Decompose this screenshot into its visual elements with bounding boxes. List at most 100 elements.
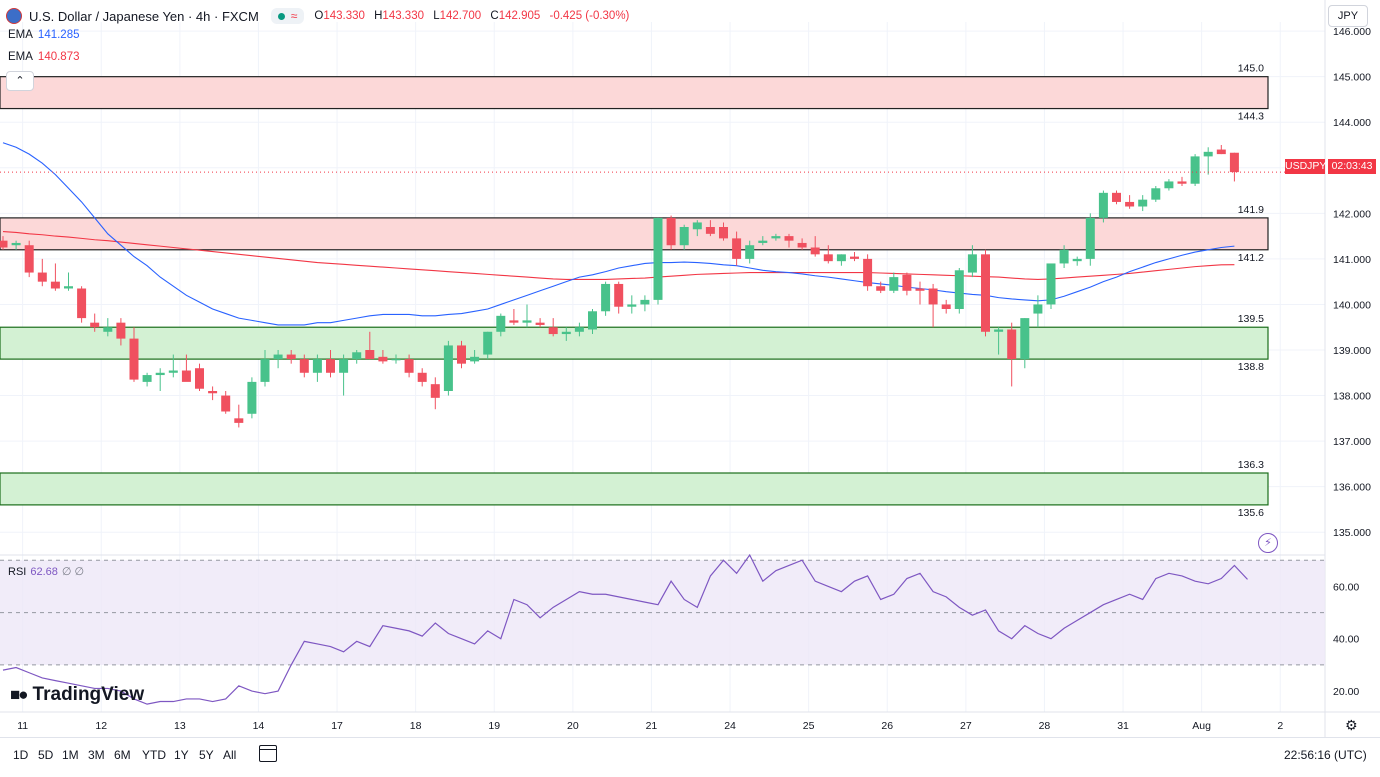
candle-up — [352, 352, 362, 360]
candle-down — [234, 418, 244, 423]
price-axis-label: 146.000 — [1333, 26, 1371, 38]
time-axis-label: 14 — [253, 720, 265, 732]
zone-label-low: 141.2 — [1238, 252, 1264, 264]
candle-up — [954, 270, 964, 309]
price-axis-label: 137.000 — [1333, 436, 1371, 448]
currency-selector[interactable]: JPY — [1328, 5, 1368, 27]
candle-down — [116, 322, 126, 339]
rsi-band-fill — [0, 560, 1325, 665]
candle-up — [443, 345, 453, 391]
rsi-value: 62.68 — [30, 566, 58, 578]
candle-down — [535, 322, 545, 325]
candle-up — [273, 354, 283, 360]
candle-down — [548, 327, 558, 335]
time-axis-label: 18 — [410, 720, 422, 732]
candle-up — [1164, 181, 1174, 189]
candle-down — [457, 345, 466, 364]
usd-flag-icon — [6, 8, 22, 24]
candle-up — [1151, 188, 1161, 200]
zone-label-high: 136.3 — [1238, 459, 1264, 471]
rsi-axis-label: 20.00 — [1333, 686, 1359, 698]
ohlc-open-value: 143.330 — [323, 10, 365, 22]
candle-down — [810, 247, 820, 255]
price-axis-label: 139.000 — [1333, 345, 1371, 357]
candle-down — [941, 304, 951, 309]
candle-up — [1020, 318, 1030, 360]
candle-up — [312, 359, 322, 373]
timeframe-1d[interactable]: 1D — [13, 748, 29, 762]
clock-readout[interactable]: 22:56:16 (UTC) — [1284, 748, 1367, 762]
price-axis-label: 144.000 — [1333, 117, 1371, 129]
candle-down — [902, 274, 912, 291]
candle-up — [1138, 199, 1148, 207]
candle-down — [0, 240, 8, 248]
candle-down — [299, 359, 309, 373]
timeframe-5d[interactable]: 5D — [38, 748, 54, 762]
time-axis-label: 24 — [724, 720, 736, 732]
candle-down — [37, 272, 47, 282]
timeframe-6m[interactable]: 6M — [114, 748, 131, 762]
ema-slow-legend[interactable]: EMA 140.873 — [8, 51, 80, 63]
candle-down — [915, 288, 925, 291]
candle-down — [850, 256, 859, 259]
candle-down — [666, 217, 676, 246]
zone-resistance — [0, 217, 1269, 251]
ema-fast-value: 141.285 — [37, 29, 80, 41]
candle-up — [470, 356, 480, 362]
time-axis-label: 11 — [17, 720, 28, 732]
candle-up — [771, 236, 781, 239]
zone-resistance — [0, 76, 1269, 110]
timeframe-5y[interactable]: 5Y — [199, 748, 214, 762]
candle-up — [496, 315, 506, 332]
market-status-pill[interactable]: ≈ — [270, 8, 305, 24]
candle-down — [77, 288, 87, 319]
price-axis-label: 136.000 — [1333, 482, 1371, 494]
timeframe-1m[interactable]: 1M — [62, 748, 79, 762]
candle-up — [692, 222, 702, 230]
collapse-legend-button[interactable]: ⌃ — [6, 71, 34, 91]
candle-up — [836, 254, 846, 262]
timeframe-ytd[interactable]: YTD — [142, 748, 166, 762]
candle-up — [758, 240, 768, 243]
rsi-axis-label: 40.00 — [1333, 634, 1359, 646]
candle-up — [483, 331, 493, 355]
ema-fast-line — [2, 142, 1235, 326]
symbol-title[interactable]: U.S. Dollar / Japanese Yen · 4h · FXCM — [29, 8, 259, 24]
candle-up — [11, 242, 21, 246]
market-open-dot-icon — [277, 12, 285, 20]
timeframe-3m[interactable]: 3M — [88, 748, 105, 762]
rsi-extra-values: ∅ ∅ — [61, 566, 85, 578]
time-axis-label: 21 — [646, 720, 658, 732]
timeframe-1y[interactable]: 1Y — [174, 748, 189, 762]
zone-label-low: 144.3 — [1238, 111, 1264, 123]
price-axis-label: 145.000 — [1333, 72, 1371, 84]
zone-support — [0, 326, 1269, 360]
zone-label-high: 141.9 — [1238, 204, 1264, 216]
timeframe-all[interactable]: All — [223, 748, 237, 762]
candle-down — [326, 359, 335, 373]
price-axis-label: 141.000 — [1333, 254, 1371, 266]
candle-down — [404, 359, 414, 373]
candle-down — [221, 395, 231, 412]
settings-gear-icon[interactable]: ⚙ — [1345, 717, 1358, 733]
candle-up — [155, 372, 165, 376]
ema-fast-label: EMA — [8, 29, 33, 41]
ema-slow-line — [2, 231, 1235, 280]
flash-icon[interactable]: ⚡ — [1258, 533, 1278, 553]
candle-up — [745, 245, 755, 259]
ohlc-low-label: L — [433, 10, 440, 22]
time-axis-label: 20 — [567, 720, 579, 732]
time-axis-label: Aug — [1192, 720, 1211, 732]
rsi-legend[interactable]: RSI 62.68 ∅ ∅ — [8, 565, 84, 578]
candle-up — [1203, 151, 1213, 157]
candle-up — [522, 320, 532, 323]
wave-icon: ≈ — [290, 9, 298, 23]
candle-up — [1190, 156, 1200, 184]
ema-fast-legend[interactable]: EMA 141.285 — [8, 29, 80, 41]
calendar-icon[interactable] — [259, 745, 277, 762]
candle-up — [391, 359, 401, 361]
candle-up — [260, 359, 270, 382]
zone-label-low: 135.6 — [1238, 507, 1264, 519]
candle-up — [1072, 258, 1082, 262]
